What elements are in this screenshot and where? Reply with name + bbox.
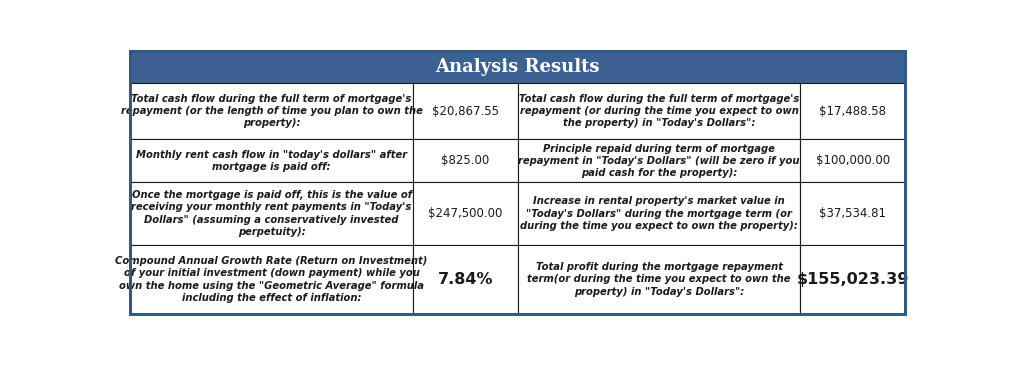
- Bar: [413, 140, 517, 183]
- Bar: [517, 140, 801, 183]
- Text: Total profit during the mortgage repayment
term(or during the time you expect to: Total profit during the mortgage repayme…: [527, 262, 791, 297]
- Text: $100,000.00: $100,000.00: [816, 154, 890, 168]
- Bar: [517, 183, 801, 245]
- Bar: [130, 51, 905, 82]
- Bar: [130, 245, 413, 314]
- Bar: [517, 82, 801, 140]
- Bar: [130, 82, 413, 140]
- Bar: [801, 82, 905, 140]
- Text: Once the mortgage is paid off, this is the value of
receiving your monthly rent : Once the mortgage is paid off, this is t…: [131, 190, 412, 237]
- Bar: [413, 245, 517, 314]
- Text: $825.00: $825.00: [441, 154, 490, 168]
- Text: $17,488.58: $17,488.58: [819, 105, 887, 118]
- Text: Analysis Results: Analysis Results: [435, 58, 600, 76]
- Bar: [413, 82, 517, 140]
- Text: $247,500.00: $247,500.00: [428, 207, 503, 220]
- Text: 7.84%: 7.84%: [437, 272, 493, 287]
- Bar: [801, 140, 905, 183]
- Text: Increase in rental property's market value in
"Today's Dollars" during the mortg: Increase in rental property's market val…: [520, 196, 798, 231]
- Text: Total cash flow during the full term of mortgage's
repayment (or during the time: Total cash flow during the full term of …: [519, 94, 799, 129]
- Bar: [517, 245, 801, 314]
- Text: Compound Annual Growth Rate (Return on Investment)
of your initial investment (d: Compound Annual Growth Rate (Return on I…: [115, 256, 428, 303]
- Bar: [130, 183, 413, 245]
- Bar: [801, 245, 905, 314]
- Bar: [130, 140, 413, 183]
- Bar: [413, 183, 517, 245]
- Text: $155,023.39: $155,023.39: [797, 272, 909, 287]
- Bar: [801, 183, 905, 245]
- Text: Total cash flow during the full term of mortgage's
repayment (or the length of t: Total cash flow during the full term of …: [120, 94, 422, 129]
- Text: $37,534.81: $37,534.81: [819, 207, 887, 220]
- Text: Principle repaid during term of mortgage
repayment in "Today's Dollars" (will be: Principle repaid during term of mortgage…: [518, 144, 800, 178]
- Text: $20,867.55: $20,867.55: [432, 105, 499, 118]
- Text: Monthly rent cash flow in "today's dollars" after
mortgage is paid off:: Monthly rent cash flow in "today's dolla…: [136, 150, 407, 172]
